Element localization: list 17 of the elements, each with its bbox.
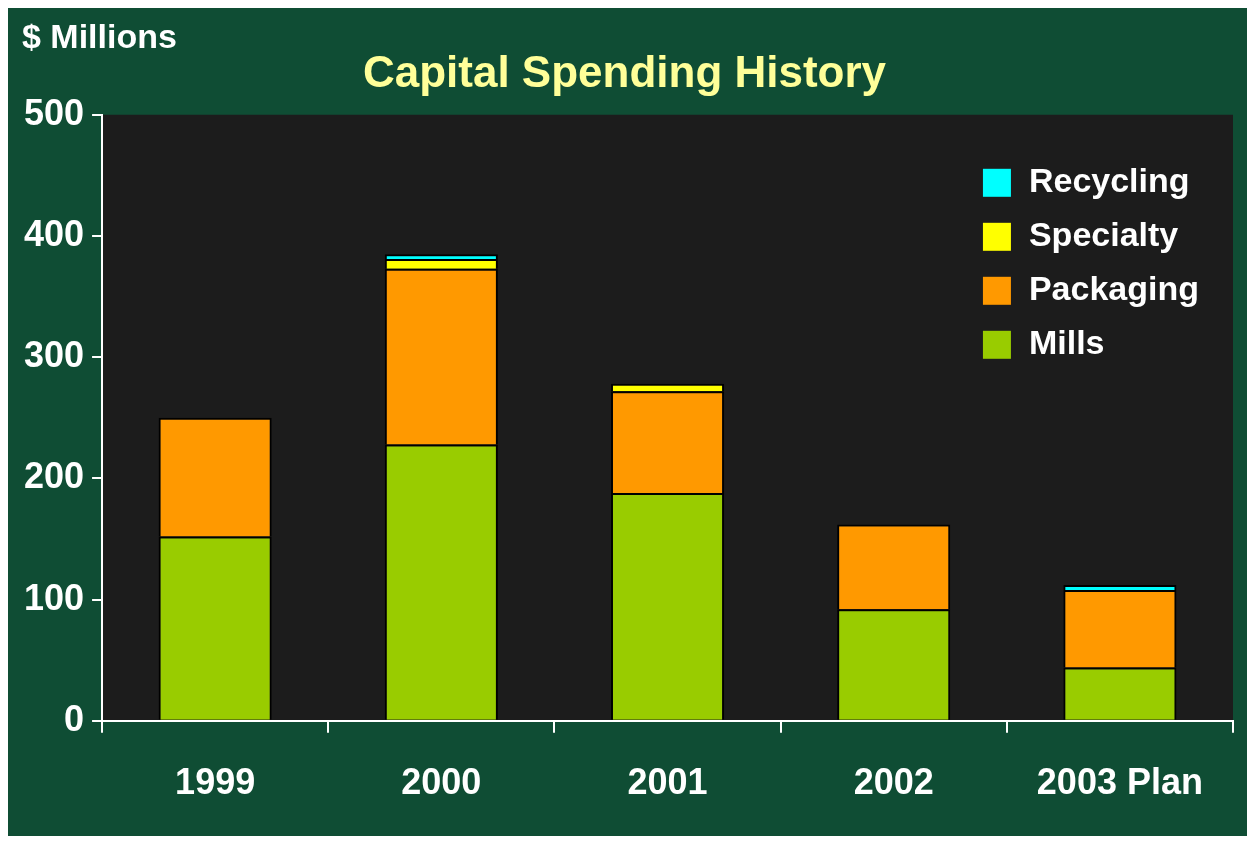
legend-label: Packaging [1028,269,1200,308]
x-tick-label: 2002 [853,761,934,803]
y-tick-label: 100 [23,576,85,618]
y-tick-label: 500 [23,91,85,133]
legend-label: Mills [1028,323,1105,362]
x-tick-label: 1999 [175,761,256,803]
y-tick-label: 400 [23,212,85,254]
y-tick-label: 0 [64,697,85,739]
x-tick-label: 2001 [627,761,708,803]
chart-title: Capital Spending History [362,46,887,96]
legend-label: Recycling [1028,161,1190,200]
y-tick-label: 300 [23,334,85,376]
legend-label: Specialty [1028,215,1179,254]
y-tick-label: 200 [23,455,85,497]
y-axis-title: $ Millions [22,17,177,56]
x-tick-label: 2003 Plan [1036,761,1203,803]
x-tick-label: 2000 [401,761,482,803]
